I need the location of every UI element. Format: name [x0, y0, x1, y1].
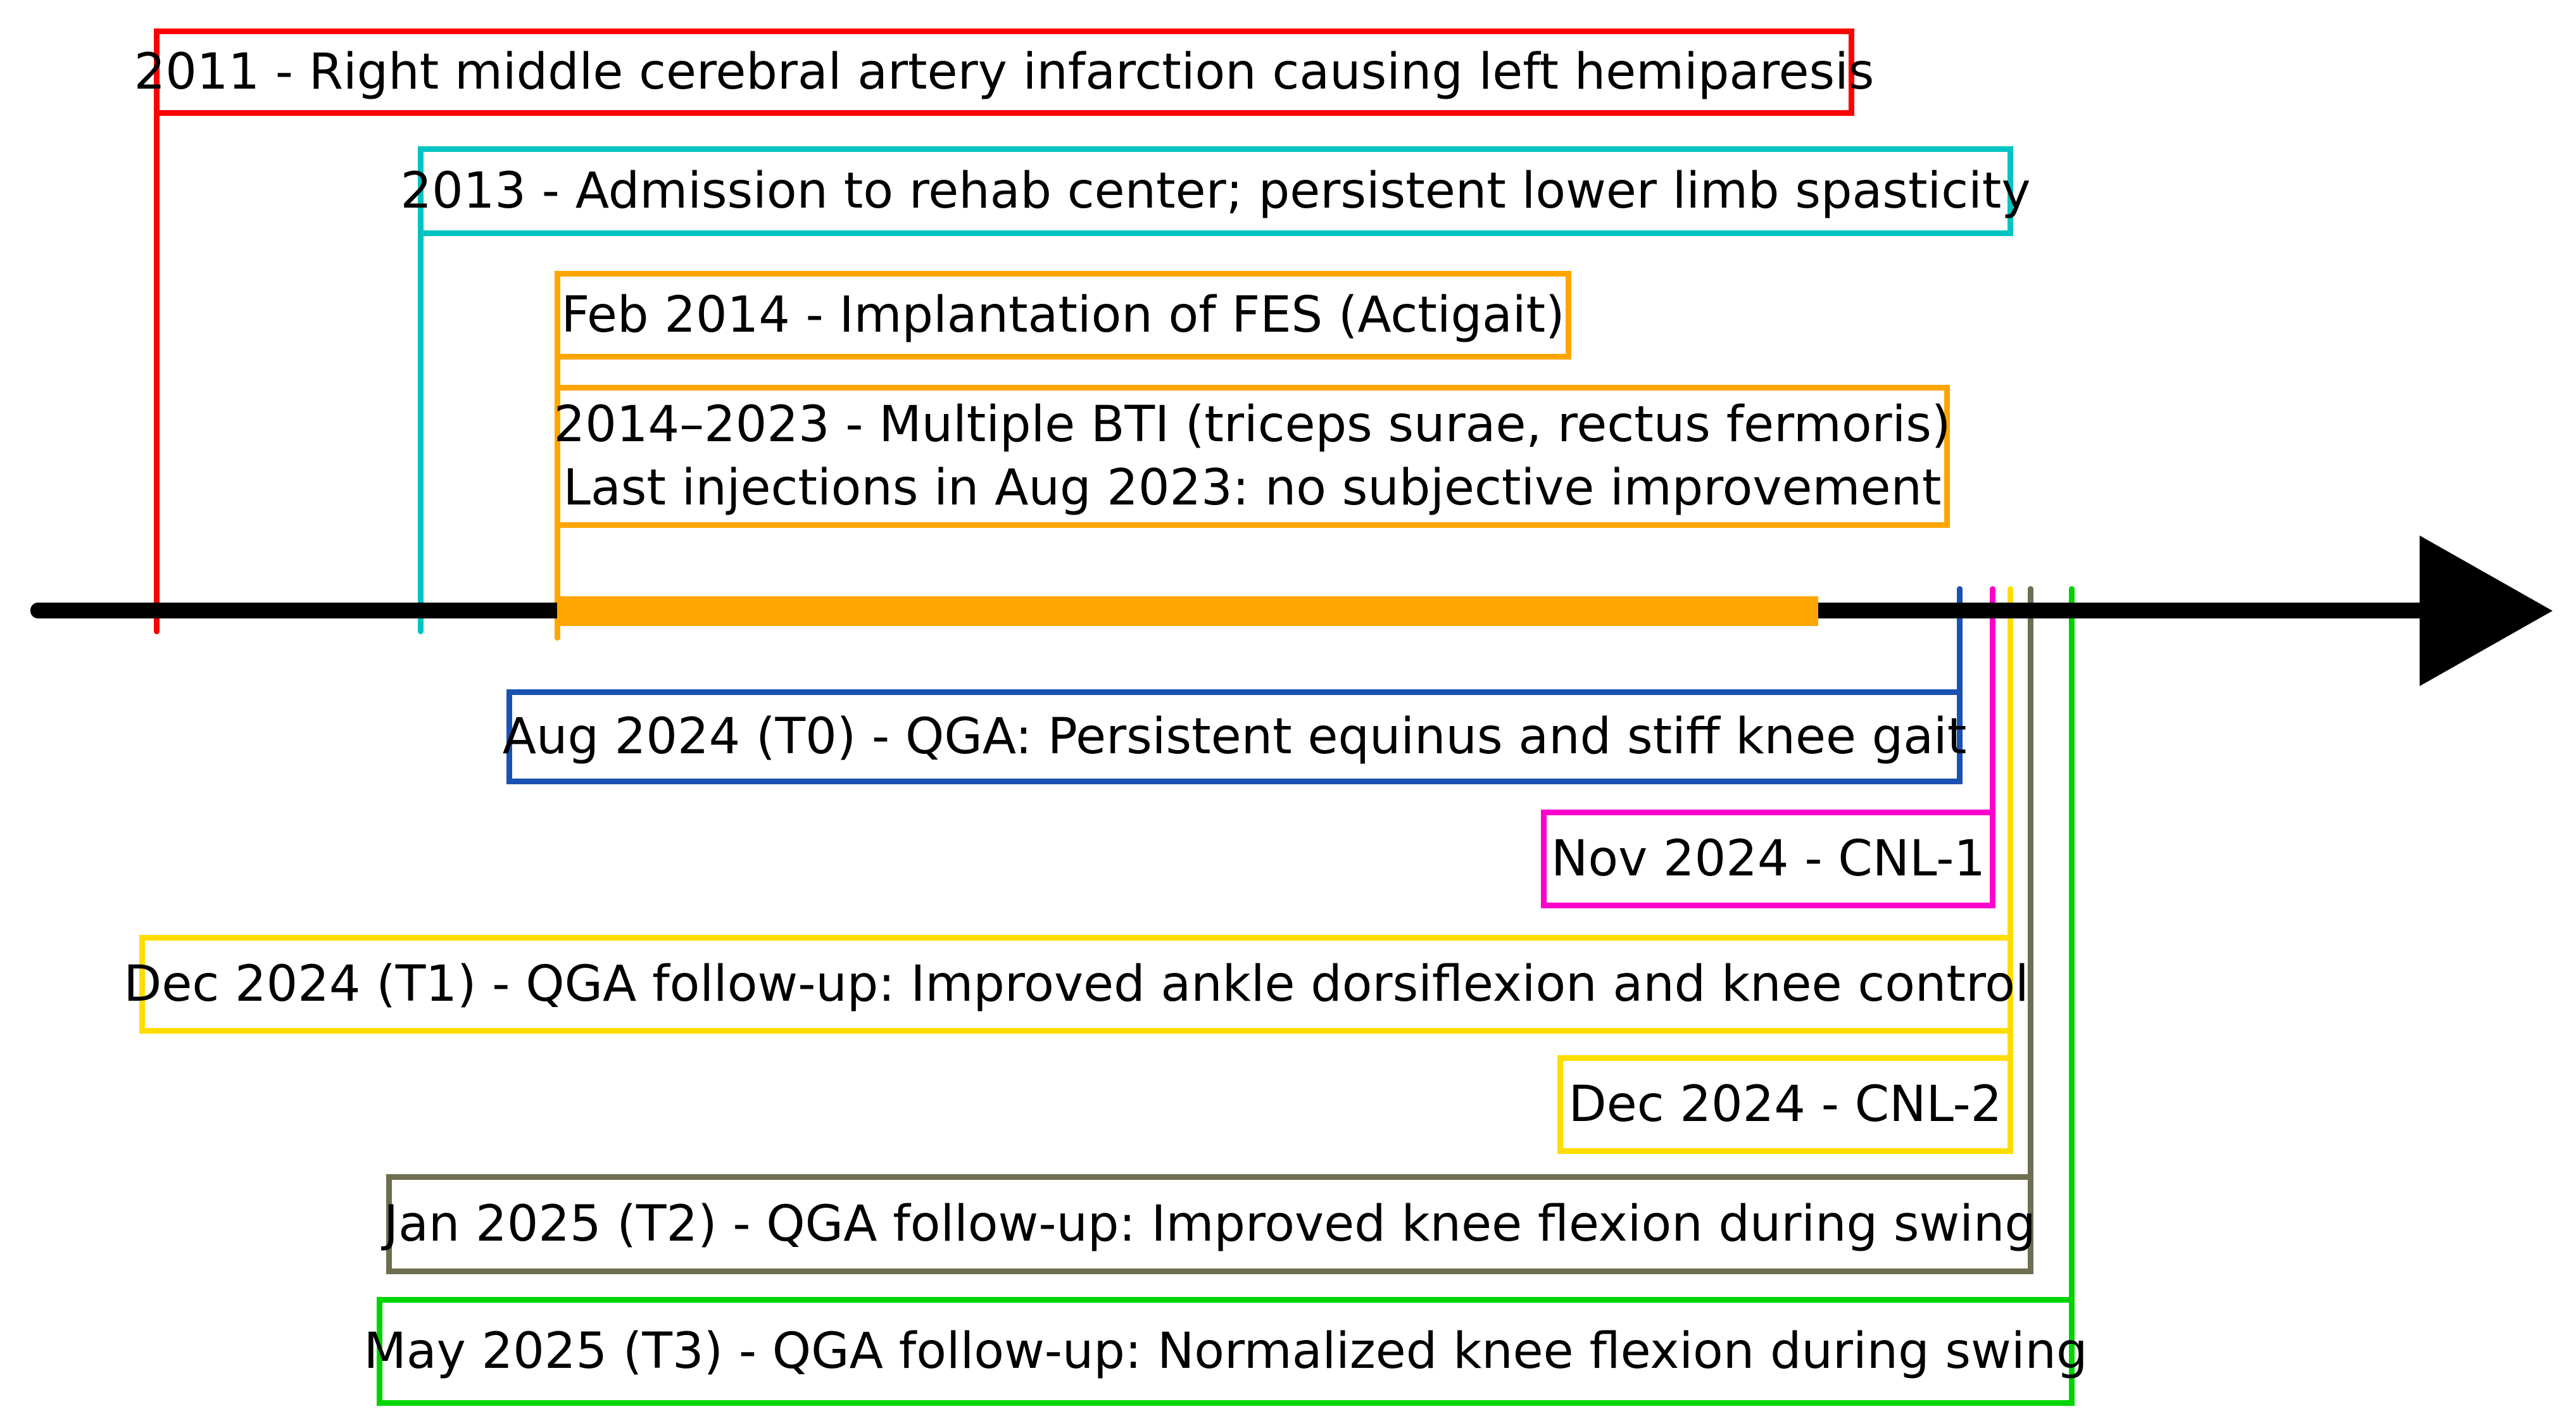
event-box-qga-t1: Dec 2024 (T1) - QGA follow-up: Improved …	[123, 935, 2029, 1034]
event-label: Nov 2024 - CNL-1	[1551, 830, 1985, 887]
event-box-bti-2014-2023: 2014–2023 - Multiple BTI (triceps surae,…	[553, 385, 1951, 528]
event-label: Dec 2024 - CNL-2	[1568, 1076, 2002, 1133]
connector-qga-t2	[2028, 586, 2033, 1274]
event-box-cnl2: Dec 2024 - CNL-2	[1557, 1055, 2013, 1154]
connector-cnl1	[1990, 586, 1995, 908]
event-label: Aug 2024 (T0) - QGA: Persistent equinus …	[502, 708, 1967, 765]
bti-period-bar	[557, 596, 1818, 626]
event-label: 2014–2023 - Multiple BTI (triceps surae,…	[553, 396, 1951, 453]
event-label: Dec 2024 (T1) - QGA follow-up: Improved …	[123, 956, 2029, 1013]
event-label: 2011 - Right middle cerebral artery infa…	[134, 44, 1875, 101]
event-label: Feb 2014 - Implantation of FES (Actigait…	[561, 287, 1565, 344]
connector-qga-t3	[2069, 586, 2075, 1406]
event-label: Jan 2025 (T2) - QGA follow-up: Improved …	[384, 1196, 2036, 1253]
connector-qga-t1-cnl2	[2007, 586, 2013, 1154]
event-box-rehab-2013: 2013 - Admission to rehab center; persis…	[401, 146, 2031, 236]
event-box-cnl1: Nov 2024 - CNL-1	[1541, 810, 1995, 908]
event-label: 2013 - Admission to rehab center; persis…	[400, 163, 2031, 220]
event-box-qga-t3: May 2025 (T3) - QGA follow-up: Normalize…	[364, 1297, 2087, 1406]
event-box-fes-2014: Feb 2014 - Implantation of FES (Actigait…	[555, 271, 1571, 360]
connector-qga-t0	[1957, 586, 1963, 784]
event-box-qga-t0: Aug 2024 (T0) - QGA: Persistent equinus …	[503, 689, 1966, 784]
event-box-qga-t2: Jan 2025 (T2) - QGA follow-up: Improved …	[384, 1174, 2036, 1274]
connector-stroke-2011	[154, 111, 160, 634]
connector-rehab-2013	[418, 228, 424, 634]
timeline-arrowhead-icon	[2420, 536, 2553, 686]
event-sublabel: Last injections in Aug 2023: no subjecti…	[563, 460, 1942, 517]
event-box-stroke-2011: 2011 - Right middle cerebral artery infa…	[134, 28, 1874, 116]
event-label: May 2025 (T3) - QGA follow-up: Normalize…	[363, 1323, 2088, 1380]
